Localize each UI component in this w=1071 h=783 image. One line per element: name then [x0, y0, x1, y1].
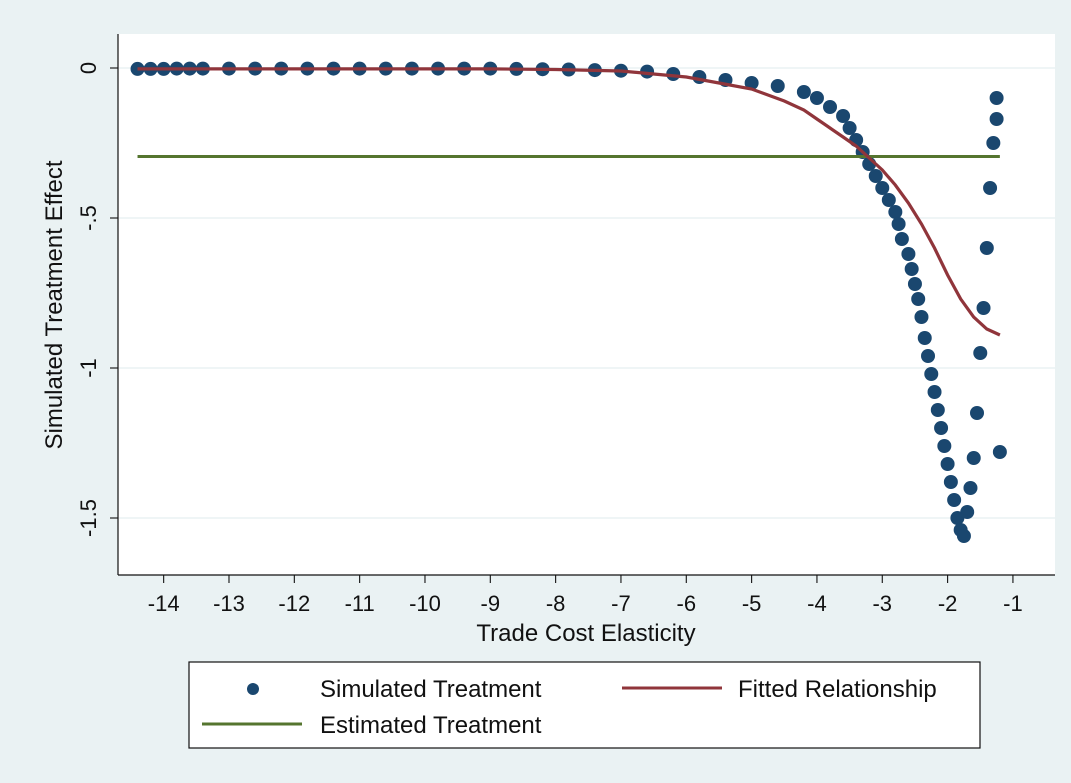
x-tick-label: -8	[546, 591, 566, 616]
scatter-point	[842, 121, 857, 135]
scatter-point	[904, 262, 919, 276]
scatter-point	[770, 79, 785, 93]
scatter-point	[881, 193, 896, 207]
scatter-point	[989, 112, 1004, 126]
x-axis: -14 -13 -12 -11 -10 -9 -8 -7 -6 -5 -4 -3 -2 -1	[118, 574, 1055, 616]
x-tick-label: -2	[938, 591, 958, 616]
scatter-point	[894, 232, 909, 246]
y-tick-label: -1.5	[76, 499, 101, 537]
scatter-point	[875, 181, 890, 195]
scatter-point	[891, 217, 906, 231]
scatter-point	[989, 91, 1004, 105]
scatter-point	[823, 100, 838, 114]
scatter-point	[907, 277, 922, 291]
x-tick-label: -13	[213, 591, 245, 616]
scatter-point	[940, 457, 955, 471]
scatter-point	[970, 406, 985, 420]
scatter-point	[934, 421, 949, 435]
y-axis: 0 -.5 -1 -1.5	[76, 34, 119, 575]
scatter-point	[930, 403, 945, 417]
legend-label-fitted-relationship: Fitted Relationship	[738, 676, 937, 703]
scatter-point	[960, 505, 975, 519]
x-tick-label: -6	[677, 591, 697, 616]
scatter-point	[796, 85, 811, 99]
scatter-point	[927, 385, 942, 399]
scatter-point	[947, 493, 962, 507]
scatter-point	[943, 475, 958, 489]
legend: Simulated Treatment Fitted Relationship …	[188, 661, 981, 749]
y-tick-label: 0	[76, 62, 101, 74]
x-tick-label: -7	[611, 591, 631, 616]
scatter-point	[914, 310, 929, 324]
x-tick-label: -3	[872, 591, 892, 616]
x-tick-label: -5	[742, 591, 762, 616]
x-tick-label: -10	[409, 591, 441, 616]
plot-region	[118, 34, 1055, 575]
x-axis-title: Trade Cost Elasticity	[476, 620, 695, 647]
scatter-point	[976, 301, 991, 315]
fitted-relationship-line	[137, 67, 1001, 337]
scatter-point	[937, 439, 952, 453]
fitted-relationship-series	[137, 67, 1001, 337]
scatter-point	[917, 331, 932, 345]
scatter-point	[888, 205, 903, 219]
scatter-point	[986, 136, 1001, 150]
scatter-point	[973, 346, 988, 360]
x-tick-label: -4	[807, 591, 827, 616]
scatter-point	[979, 241, 994, 255]
x-tick-label: -14	[148, 591, 180, 616]
scatter-point	[921, 349, 936, 363]
scatter-point	[992, 445, 1007, 459]
scatter-point	[809, 91, 824, 105]
y-axis-title: Simulated Treatment Effect	[41, 160, 68, 449]
scatter-point	[868, 169, 883, 183]
scatter-point	[924, 367, 939, 381]
x-tick-label: -1	[1003, 591, 1023, 616]
x-tick-label: -9	[481, 591, 501, 616]
scatter-point	[836, 109, 851, 123]
legend-label-estimated-treatment: Estimated Treatment	[320, 712, 542, 739]
x-tick-label: -11	[345, 591, 375, 616]
scatter-point	[911, 292, 926, 306]
y-tick-label: -1	[76, 358, 101, 378]
scatter-point	[983, 181, 998, 195]
scatter-point	[901, 247, 916, 261]
scatter-point	[966, 451, 981, 465]
legend-label-simulated-treatment: Simulated Treatment	[320, 676, 542, 703]
legend-box	[188, 661, 981, 749]
legend-marker-simulated-treatment	[247, 683, 259, 695]
scatter-point	[956, 529, 971, 543]
scatter-point	[744, 76, 759, 90]
scatter-point	[963, 481, 978, 495]
y-tick-label: -.5	[76, 205, 101, 231]
x-tick-label: -12	[278, 591, 310, 616]
